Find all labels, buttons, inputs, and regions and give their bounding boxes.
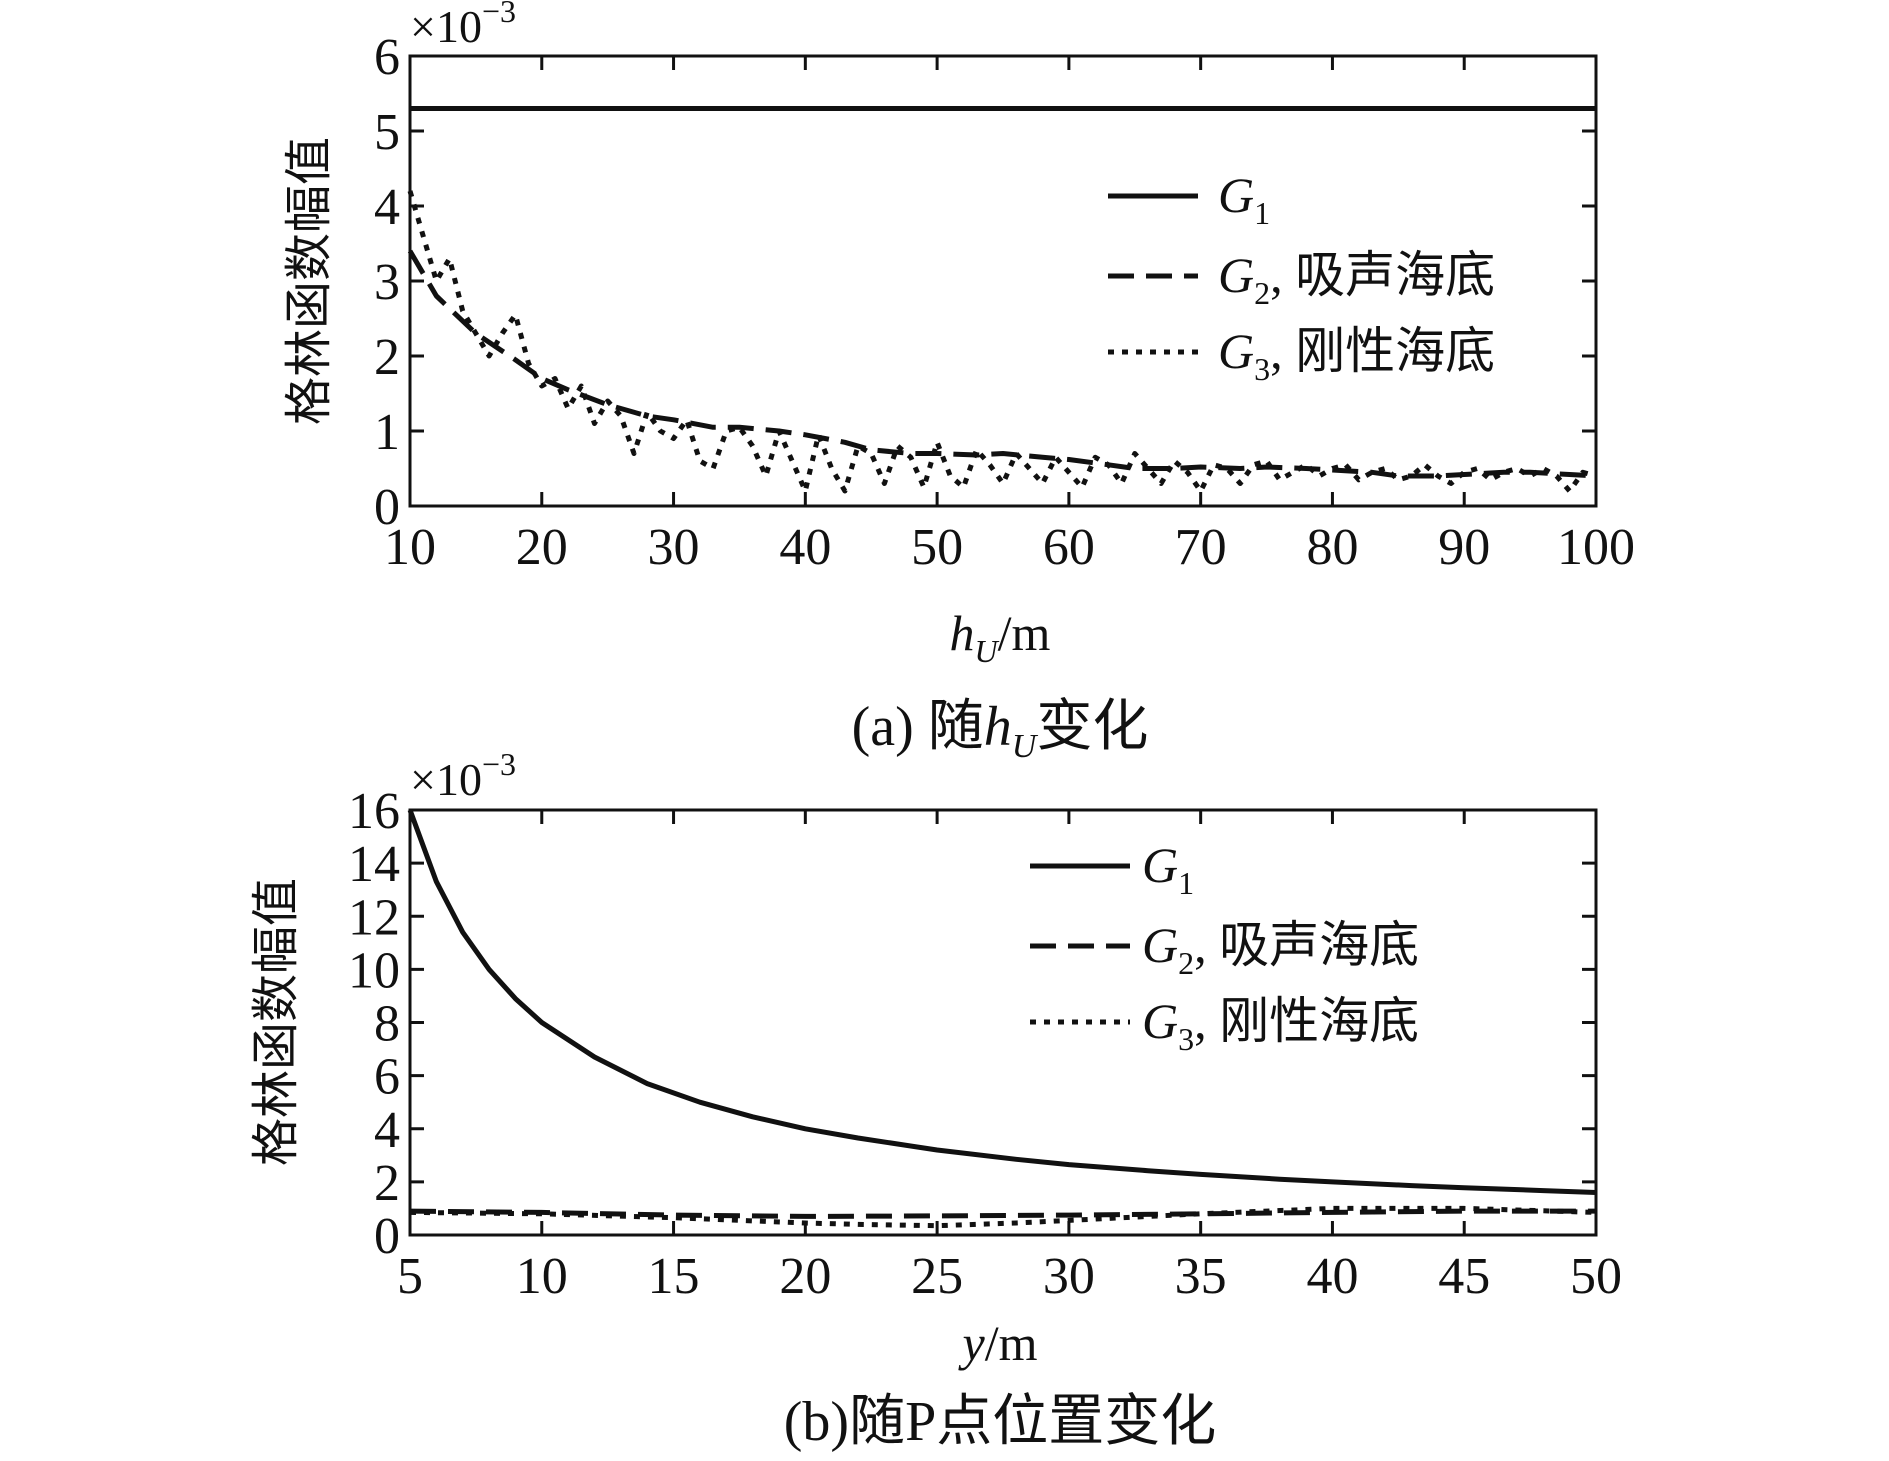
legend-a-g2-label: G2, 吸声海底 xyxy=(1218,247,1495,311)
y-ticks-a: 0 1 2 3 4 5 6 xyxy=(374,29,1596,536)
y-tick-label: 4 xyxy=(374,1102,400,1159)
x-tick-label: 70 xyxy=(1175,519,1227,576)
x-tick-label: 35 xyxy=(1175,1248,1227,1305)
x-tick-label: 45 xyxy=(1438,1248,1490,1305)
panel-a: 0 1 2 3 4 5 6 10 20 30 40 50 60 70 80 90 100 ×10−3 格林函数… xyxy=(281,0,1635,765)
legend-a-g1-label: G1 xyxy=(1218,167,1270,231)
x-ticks-b: 5 10 15 20 25 30 35 40 45 50 xyxy=(397,810,1622,1305)
legend-b-g3-label: G3, 刚性海底 xyxy=(1142,993,1419,1057)
y-tick-label: 10 xyxy=(348,942,400,999)
x-tick-label: 50 xyxy=(1570,1248,1622,1305)
x-tick-label: 10 xyxy=(516,1248,568,1305)
series-line-g3 xyxy=(409,1205,1597,1229)
y-tick-label: 0 xyxy=(374,479,400,536)
y-tick-label: 2 xyxy=(374,1155,400,1212)
x-tick-label: 5 xyxy=(397,1248,423,1305)
legend-b-g2-label: G2, 吸声海底 xyxy=(1142,917,1419,981)
x-tick-label: 50 xyxy=(911,519,963,576)
series-line-g2 xyxy=(409,1208,1596,1219)
x-tick-label: 30 xyxy=(1043,1248,1095,1305)
series-line-g3 xyxy=(407,190,1597,494)
y-multiplier-a: ×10−3 xyxy=(410,0,516,52)
x-tick-label: 80 xyxy=(1306,519,1358,576)
y-tick-label: 1 xyxy=(374,404,400,461)
y-tick-label: 12 xyxy=(348,889,400,946)
x-tick-label: 20 xyxy=(516,519,568,576)
legend-a-g3-label: G3, 刚性海底 xyxy=(1218,323,1495,387)
y-tick-label: 4 xyxy=(374,179,400,236)
y-tick-label: 3 xyxy=(374,254,400,311)
x-tick-label: 20 xyxy=(779,1248,831,1305)
y-tick-label: 5 xyxy=(374,104,400,161)
legend-b: G1 G2, 吸声海底 G3, 刚性海底 xyxy=(1030,837,1419,1057)
x-tick-label: 25 xyxy=(911,1248,963,1305)
legend-a: G1 G2, 吸声海底 G3, 刚性海底 xyxy=(1108,167,1495,387)
x-tick-label: 60 xyxy=(1043,519,1095,576)
y-tick-label: 6 xyxy=(374,29,400,86)
x-tick-label: 100 xyxy=(1557,519,1635,576)
y-tick-label: 0 xyxy=(374,1208,400,1265)
y-axis-label-b: 格林函数幅值 xyxy=(248,878,304,1166)
series-line-g2 xyxy=(407,249,1597,479)
series-line-g1 xyxy=(407,809,1597,1195)
y-tick-label: 8 xyxy=(374,996,400,1053)
y-tick-label: 2 xyxy=(374,329,400,386)
caption-a: (a) 随hU变化 xyxy=(852,696,1149,765)
series-a xyxy=(407,106,1597,494)
caption-b: (b)随P点位置变化 xyxy=(784,1391,1216,1453)
x-tick-label: 40 xyxy=(1306,1248,1358,1305)
y-tick-label: 6 xyxy=(374,1049,400,1106)
legend-b-g1-label: G1 xyxy=(1142,837,1194,901)
y-multiplier-b: ×10−3 xyxy=(410,746,516,805)
x-tick-label: 30 xyxy=(648,519,700,576)
y-tick-label: 14 xyxy=(348,836,400,893)
series-b xyxy=(407,809,1597,1229)
y-axis-label-a: 格林函数幅值 xyxy=(281,137,337,425)
x-ticks-a: 10 20 30 40 50 60 70 80 90 100 xyxy=(384,56,1635,576)
x-axis-label-a: hU/m xyxy=(950,605,1051,669)
y-tick-label: 16 xyxy=(348,783,400,840)
x-tick-label: 40 xyxy=(779,519,831,576)
x-tick-label: 10 xyxy=(384,519,436,576)
x-tick-label: 15 xyxy=(648,1248,700,1305)
x-tick-label: 90 xyxy=(1438,519,1490,576)
x-axis-label-b: y/m xyxy=(958,1315,1038,1371)
